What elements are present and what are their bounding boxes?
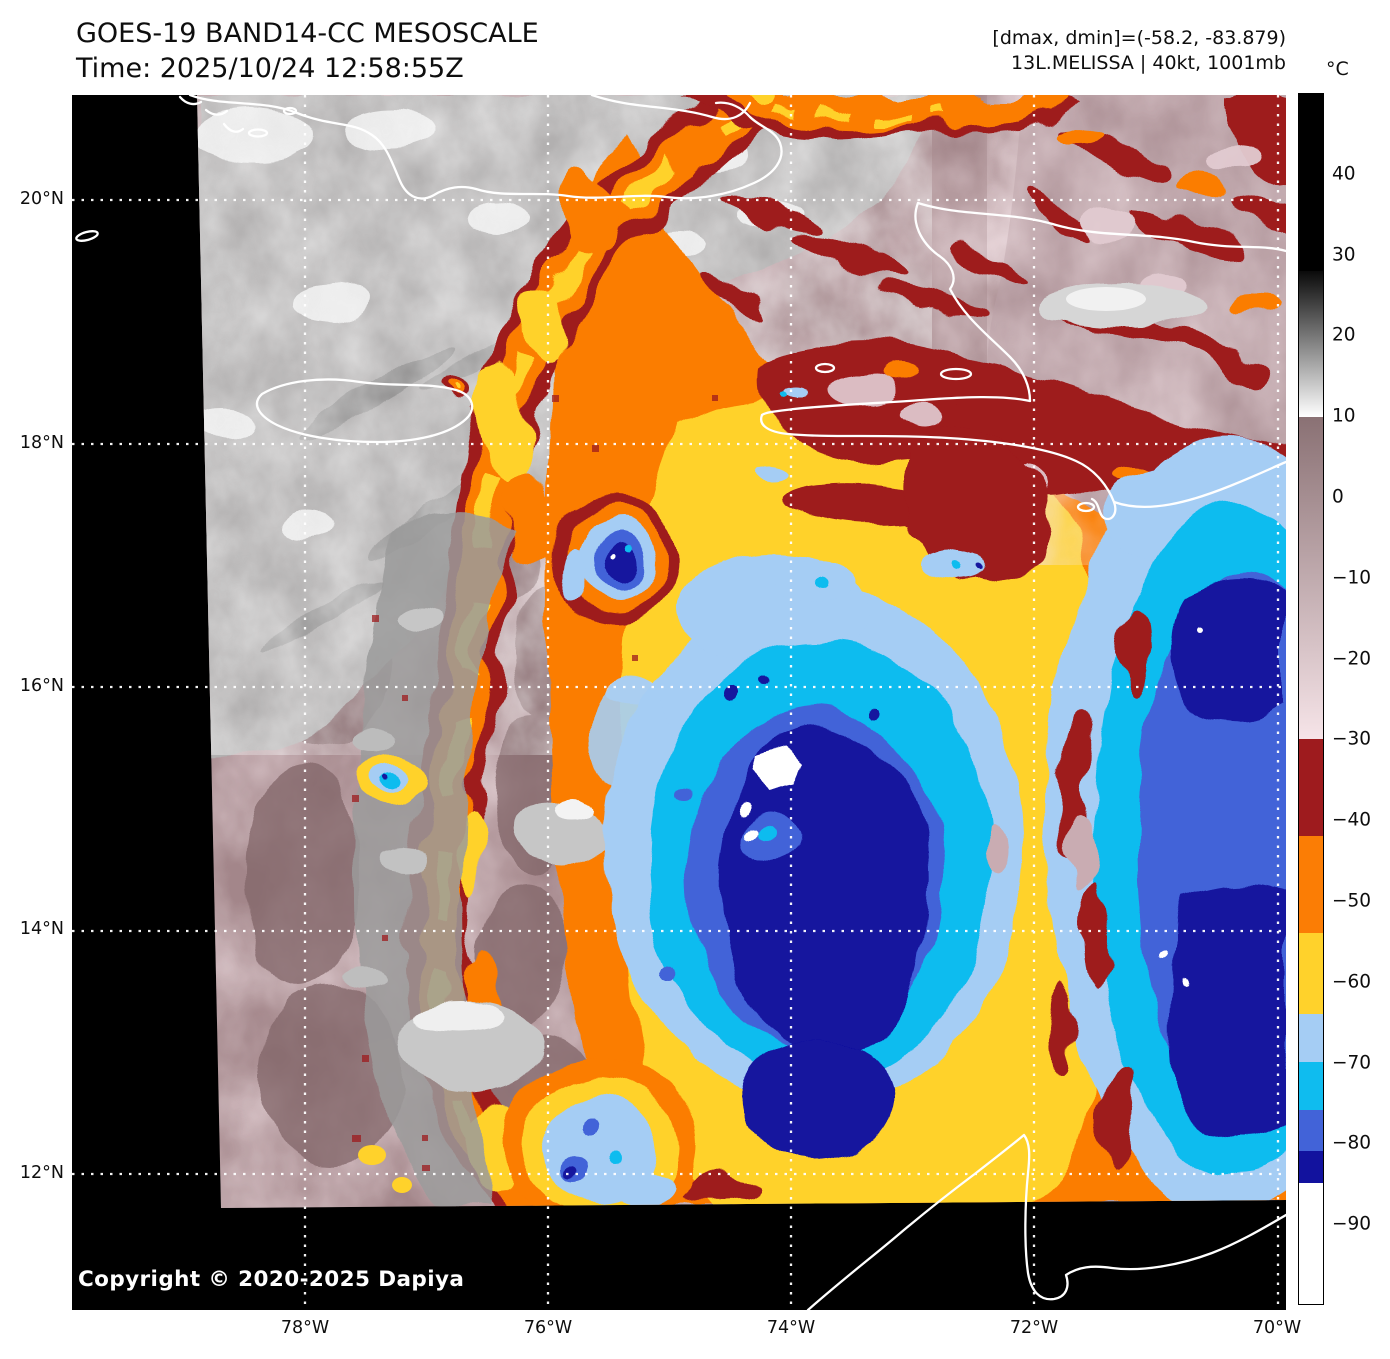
jamaica-coastline xyxy=(256,378,474,444)
title-line-product: GOES-19 BAND14-CC MESOSCALE xyxy=(76,18,539,49)
colorbar-unit-label: °C xyxy=(1326,58,1349,80)
colorbar-segment xyxy=(1299,94,1323,272)
colorbar-segment xyxy=(1299,932,1323,1014)
colorbar-tick-label: 30 xyxy=(1332,244,1356,266)
colorbar-segment xyxy=(1299,1061,1323,1111)
satellite-map: Copyright © 2020-2025 Dapiya xyxy=(72,95,1286,1310)
lat-label-12n: 12°N xyxy=(19,1163,64,1183)
south-convective-cluster xyxy=(500,1057,700,1208)
lat-label-18n: 18°N xyxy=(19,433,64,453)
south-america-coastline xyxy=(806,1133,1286,1310)
western-convective-cell xyxy=(552,493,680,625)
colorbar-tick-label: 40 xyxy=(1332,163,1356,185)
colorbar-tick-label: −30 xyxy=(1332,728,1372,750)
colorbar-ticks: 40 30 20 10 0 −10 −20 −30 −40 −50 −60 −70 −80 −90 xyxy=(1332,93,1390,1305)
dmax-dmin-readout: [dmax, dmin]=(-58.2, -83.879) xyxy=(992,27,1286,49)
satellite-imagery xyxy=(197,95,1286,1208)
page-title: GOES-19 BAND14-CC MESOSCALE Time: 2025/1… xyxy=(76,16,539,86)
colorbar-segment xyxy=(1299,1182,1323,1304)
gray-cloud-tail xyxy=(340,512,658,1205)
lon-label-70w: 70°W xyxy=(1252,1318,1302,1338)
lat-label-16n: 16°N xyxy=(19,676,64,696)
satellite-map-svg xyxy=(72,95,1286,1310)
overshooting-tops xyxy=(738,748,808,847)
corridor-warm-streaks xyxy=(682,426,1146,1204)
colorbar-segment xyxy=(1299,271,1323,417)
copyright-notice: Copyright © 2020-2025 Dapiya xyxy=(78,1267,465,1292)
colorbar-segment xyxy=(1299,1110,1323,1151)
hurricane-melissa-core xyxy=(592,555,1025,1160)
header-annotations: [dmax, dmin]=(-58.2, -83.879) 13L.MELISS… xyxy=(992,26,1286,76)
lat-label-20n: 20°N xyxy=(19,189,64,209)
colorbar-tick-label: 20 xyxy=(1332,324,1356,346)
colorbar-tick-label: −20 xyxy=(1332,648,1372,670)
bottom-left-yellow-dots xyxy=(358,1145,412,1193)
jamaica-convective-cell xyxy=(442,373,472,395)
colorbar-tick-label: −60 xyxy=(1332,971,1372,993)
colorbar xyxy=(1298,93,1324,1305)
lon-label-76w: 76°W xyxy=(523,1318,573,1338)
grand-cayman-coastline xyxy=(75,230,99,242)
coastlines xyxy=(75,95,1286,1310)
hispaniola-coastline xyxy=(760,201,1286,521)
colorbar-segment xyxy=(1299,836,1323,933)
title-line-time: Time: 2025/10/24 12:58:55Z xyxy=(76,53,464,84)
colorbar-tick-label: −90 xyxy=(1332,1213,1372,1235)
cays-coastline xyxy=(178,95,298,138)
cuba-coastline xyxy=(188,95,783,200)
colorbar-tick-label: −80 xyxy=(1332,1132,1372,1154)
eye-feature xyxy=(746,809,798,861)
colorbar-tick-label: −70 xyxy=(1332,1052,1372,1074)
storm-status-readout: 13L.MELISSA | 40kt, 1001mb xyxy=(1011,52,1286,74)
lon-label-72w: 72°W xyxy=(1009,1318,1059,1338)
band-west-cold-spot xyxy=(356,749,428,805)
colorbar-tick-label: 10 xyxy=(1332,405,1356,427)
colorbar-segment xyxy=(1299,416,1323,740)
lon-label-74w: 74°W xyxy=(766,1318,816,1338)
colorbar-tick-label: −40 xyxy=(1332,809,1372,831)
lon-label-78w: 78°W xyxy=(280,1318,330,1338)
warm-streaks-cuba xyxy=(697,195,1029,320)
colorbar-segment xyxy=(1299,1150,1323,1183)
colorbar-tick-label: −50 xyxy=(1332,890,1372,912)
colorbar-segment xyxy=(1299,739,1323,837)
colorbar-tick-label: 0 xyxy=(1332,486,1344,508)
cold-patches-north xyxy=(756,390,984,602)
colorbar-segment xyxy=(1299,1013,1323,1062)
colorbar-tick-label: −10 xyxy=(1332,567,1372,589)
lat-label-14n: 14°N xyxy=(19,919,64,939)
colorbar-gradient xyxy=(1299,94,1323,1304)
